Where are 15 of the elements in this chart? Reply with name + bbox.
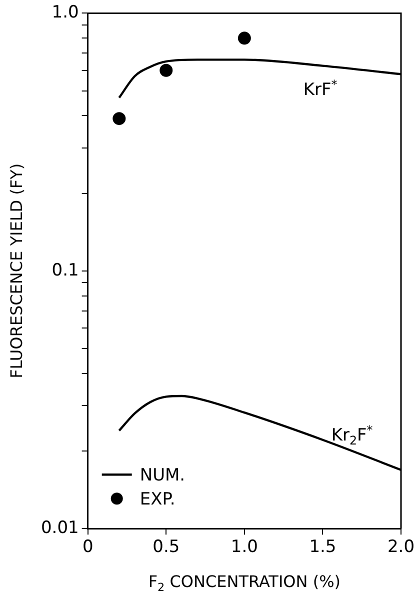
annotation: KrF* <box>303 77 338 100</box>
x-tick-label: 1.0 <box>230 537 258 558</box>
legend-label: EXP. <box>140 490 176 510</box>
point <box>160 64 173 77</box>
y-tick-label: 0.01 <box>40 518 79 538</box>
y-tick-label: 1.0 <box>52 2 79 23</box>
x-tick-label: 1.5 <box>309 537 336 558</box>
y-axis-title: FLUORESCENCE YIELD (FY) <box>7 163 26 378</box>
point <box>112 112 126 126</box>
x-tick-label: 0.5 <box>152 537 180 558</box>
y-tick-label: 0.1 <box>52 260 79 280</box>
x-tick-label: 2.0 <box>387 537 415 558</box>
point <box>238 32 251 45</box>
x-tick-label: 0 <box>82 537 94 558</box>
legend-label: NUM. <box>140 466 186 486</box>
